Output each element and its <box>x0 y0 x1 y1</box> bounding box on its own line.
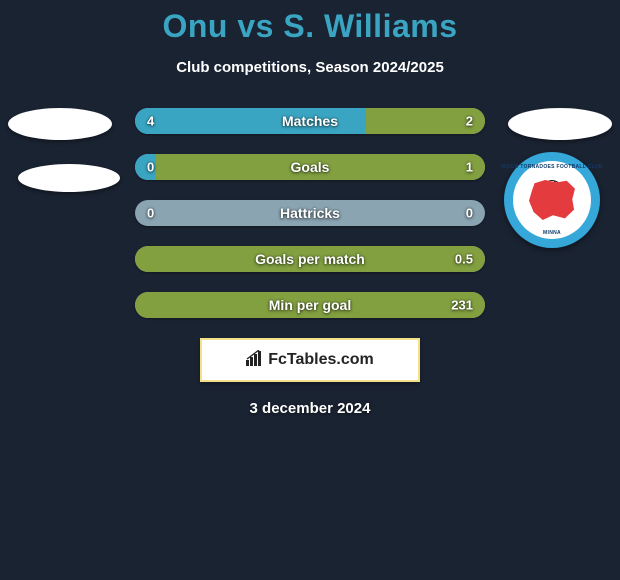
stat-row: Matches 4 2 <box>135 108 485 134</box>
stat-label: Min per goal <box>269 297 351 313</box>
stat-label: Goals per match <box>255 251 365 267</box>
club-badge-bottom-text: MINNA <box>543 230 561 236</box>
stat-row: Goals per match 0.5 <box>135 246 485 272</box>
avatar-placeholder-icon <box>8 108 112 140</box>
club-badge-inner: NIGER TORNADOES FOOTBALL CLUB MINNA <box>513 161 591 239</box>
stat-value-left: 0 <box>147 206 154 221</box>
club-badge-map-shape <box>529 180 575 220</box>
brand-box[interactable]: FcTables.com <box>200 338 420 382</box>
avatar-placeholder-icon <box>508 108 612 140</box>
comparison-chart: NIGER TORNADOES FOOTBALL CLUB MINNA Matc… <box>0 108 620 417</box>
page-subtitle: Club competitions, Season 2024/2025 <box>0 59 620 76</box>
club-placeholder-icon <box>18 164 120 192</box>
player-right-avatar <box>508 108 612 140</box>
stat-row: Hattricks 0 0 <box>135 200 485 226</box>
brand-text: FcTables.com <box>268 351 374 369</box>
bar-chart-icon <box>246 350 264 371</box>
page-title: Onu vs S. Williams <box>0 8 620 45</box>
stat-row: Goals 0 1 <box>135 154 485 180</box>
comparison-widget: Onu vs S. Williams Club competitions, Se… <box>0 0 620 580</box>
brand-label: FcTables.com <box>246 350 374 371</box>
stat-value-left: 0 <box>147 160 154 175</box>
stat-value-right: 231 <box>451 298 473 313</box>
player-left-avatar <box>8 108 112 140</box>
stat-value-right: 1 <box>466 160 473 175</box>
stat-value-right: 2 <box>466 114 473 129</box>
stat-value-left: 4 <box>147 114 154 129</box>
player-left-club-placeholder <box>18 164 120 192</box>
player-right-club-badge: NIGER TORNADOES FOOTBALL CLUB MINNA <box>504 152 600 248</box>
club-badge-top-text: NIGER TORNADOES FOOTBALL CLUB <box>501 164 603 170</box>
stat-label: Hattricks <box>280 205 340 221</box>
snapshot-date: 3 december 2024 <box>0 400 620 417</box>
stat-row: Min per goal 231 <box>135 292 485 318</box>
stat-value-right: 0 <box>466 206 473 221</box>
stat-label: Matches <box>282 113 338 129</box>
stat-value-right: 0.5 <box>455 252 473 267</box>
stat-label: Goals <box>291 159 330 175</box>
